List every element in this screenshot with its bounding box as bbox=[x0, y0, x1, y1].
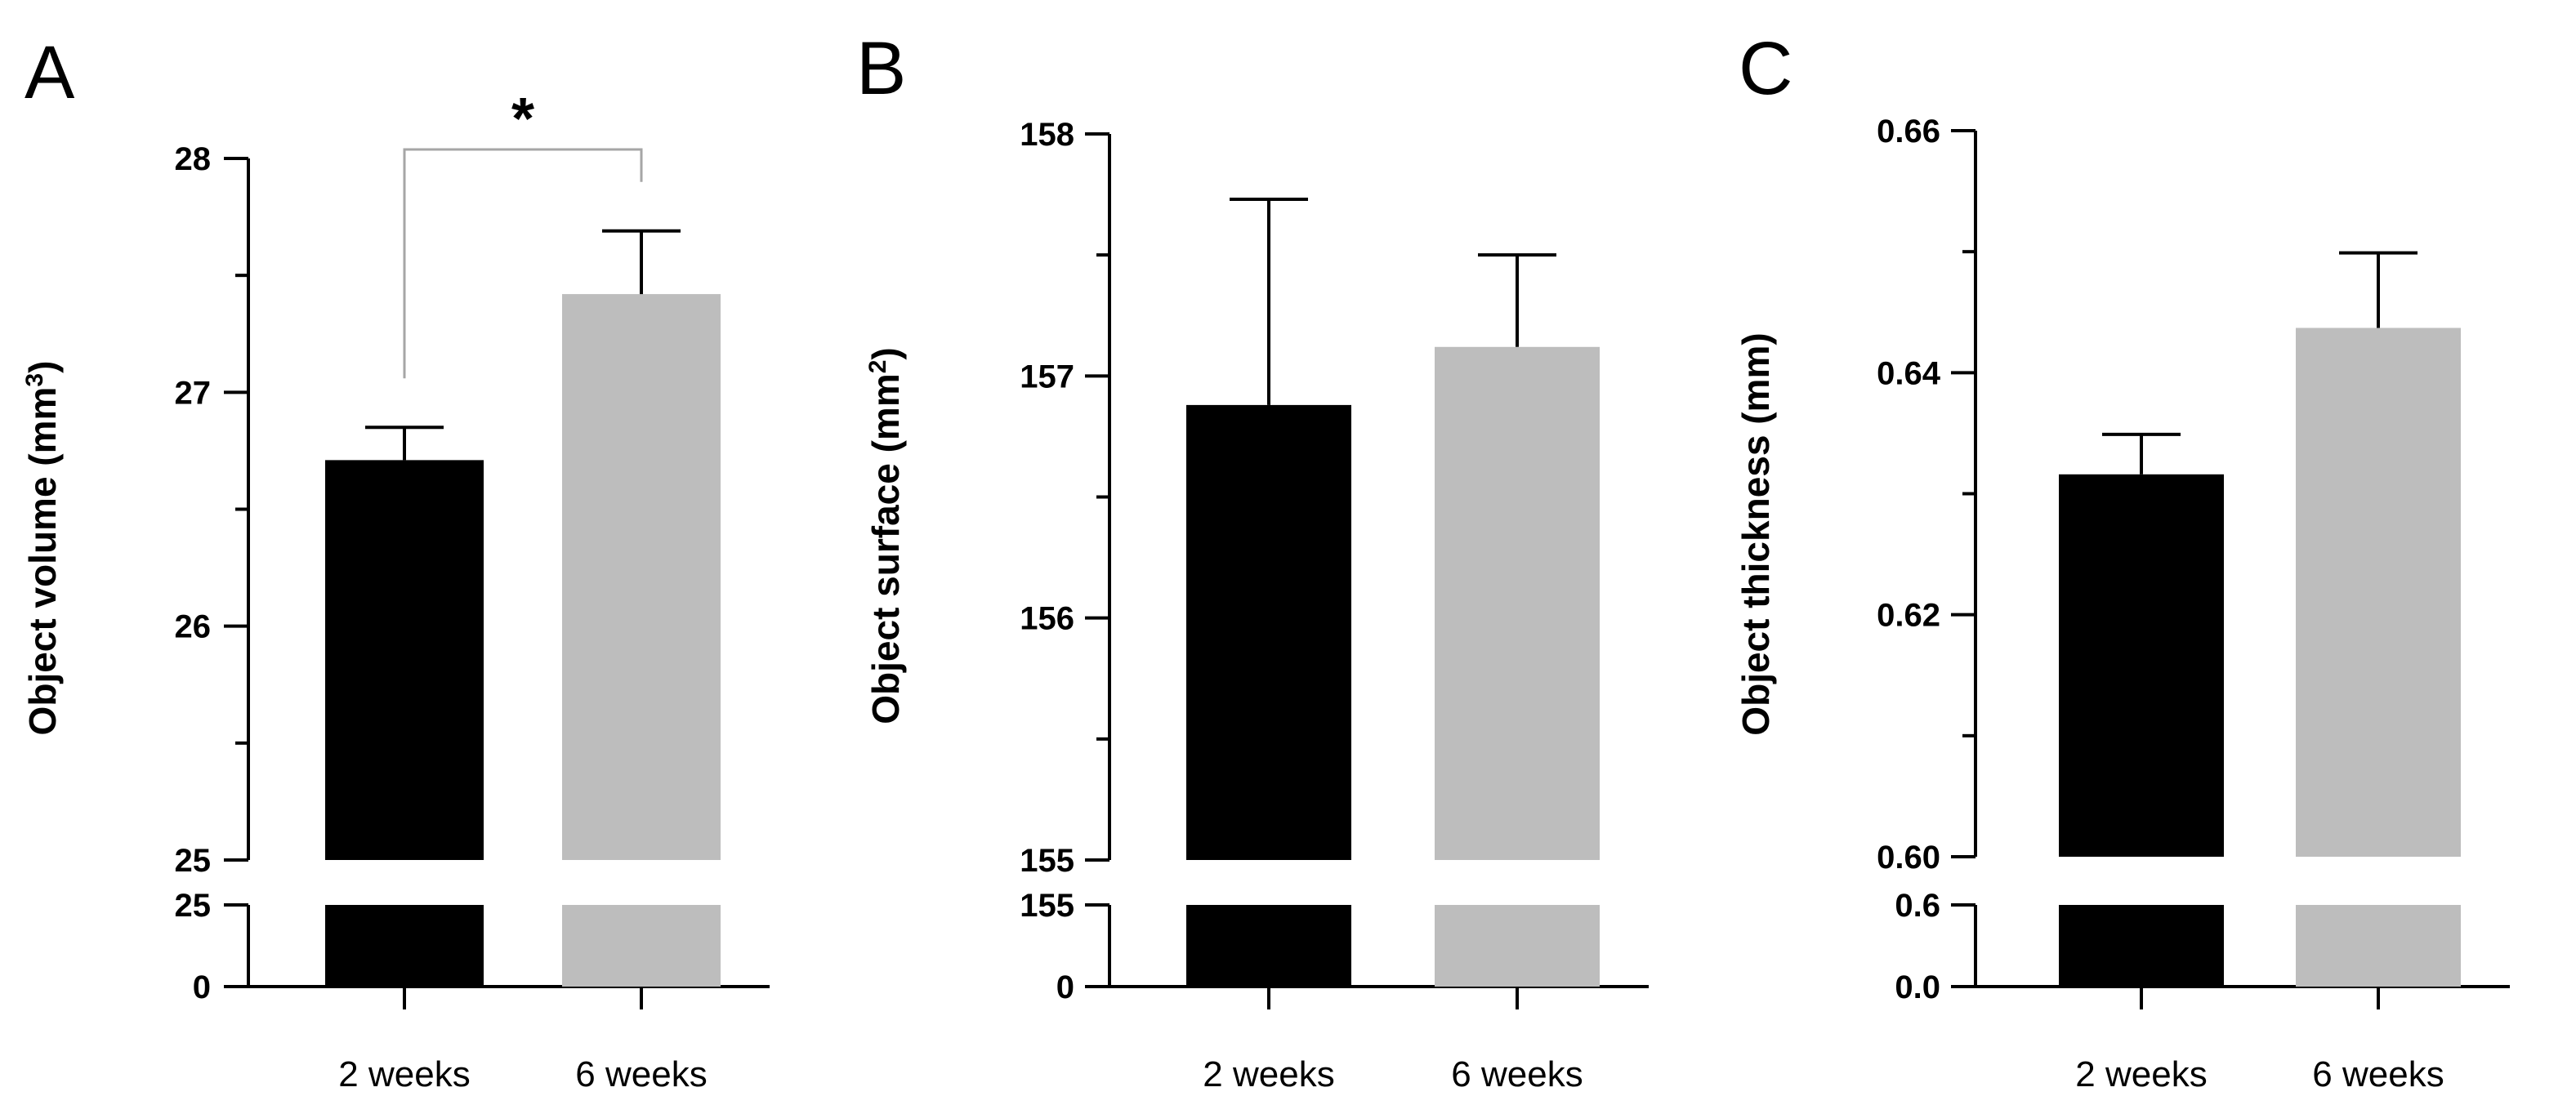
y-tick-label: 157 bbox=[1020, 359, 1074, 394]
y-tick-label-lower: 25 bbox=[175, 888, 212, 924]
y-tick-label-lower: 0.0 bbox=[1895, 969, 1940, 1005]
x-tick-label: 2 weeks bbox=[1203, 1054, 1334, 1094]
bar-1-lower bbox=[1186, 905, 1351, 987]
y-tick-label-lower: 0.6 bbox=[1895, 888, 1940, 924]
y-tick-label: 28 bbox=[175, 141, 212, 177]
bar-1-upper bbox=[325, 460, 484, 860]
bar-2-lower bbox=[2296, 905, 2461, 987]
x-tick-label: 6 weeks bbox=[575, 1054, 707, 1094]
panel-a: A 25 26 27 28 0 25 2 weeks 6 weeks Object volume … bbox=[21, 31, 770, 1094]
y-tick-label: 158 bbox=[1020, 117, 1074, 153]
y-tick-label-lower: 0 bbox=[1056, 969, 1074, 1005]
panel-letter: A bbox=[25, 31, 75, 114]
y-axis-label: Object surface (mm2) bbox=[864, 347, 907, 724]
bar-1-lower bbox=[2059, 905, 2224, 987]
y-tick-label-lower: 155 bbox=[1020, 888, 1074, 924]
panel-letter: C bbox=[1739, 27, 1792, 110]
y-tick-label: 0.60 bbox=[1877, 840, 1940, 876]
y-tick-label: 26 bbox=[175, 609, 212, 645]
x-tick-label: 2 weeks bbox=[2075, 1054, 2207, 1094]
x-tick-label: 6 weeks bbox=[2312, 1054, 2444, 1094]
y-tick-label: 0.64 bbox=[1877, 355, 1941, 391]
y-axis-label: Object volume (mm3) bbox=[21, 361, 64, 736]
y-tick-label: 0.62 bbox=[1877, 598, 1940, 634]
bar-1-lower bbox=[325, 905, 484, 987]
significance-bracket bbox=[403, 148, 643, 379]
panel-letter: B bbox=[856, 27, 906, 110]
y-axis-label: Object thickness (mm) bbox=[1734, 332, 1777, 735]
significance-star: * bbox=[511, 87, 534, 152]
y-tick-label: 155 bbox=[1020, 843, 1074, 879]
y-tick-label: 27 bbox=[175, 375, 212, 411]
bar-2-upper bbox=[2296, 328, 2461, 857]
bar-1-upper bbox=[1186, 404, 1351, 861]
y-tick-label: 0.66 bbox=[1877, 114, 1940, 149]
panel-c: C 0.60 0.62 0.64 0.66 0.0 0.6 2 weeks 6 weeks Obj… bbox=[1734, 27, 2510, 1094]
bar-2-upper bbox=[1435, 346, 1600, 861]
panel-b: B 155 156 157 158 0 155 2 weeks 6 weeks Object su… bbox=[856, 27, 1649, 1094]
y-tick-label: 156 bbox=[1020, 601, 1074, 637]
bar-2-upper bbox=[562, 294, 721, 860]
x-tick-label: 6 weeks bbox=[1451, 1054, 1583, 1094]
bar-1-upper bbox=[2059, 474, 2224, 857]
x-tick-label: 2 weeks bbox=[338, 1054, 470, 1094]
bar-2-lower bbox=[562, 905, 721, 987]
bar-2-lower bbox=[1435, 905, 1600, 987]
y-tick-label: 25 bbox=[175, 843, 212, 879]
y-tick-label-lower: 0 bbox=[193, 969, 211, 1005]
